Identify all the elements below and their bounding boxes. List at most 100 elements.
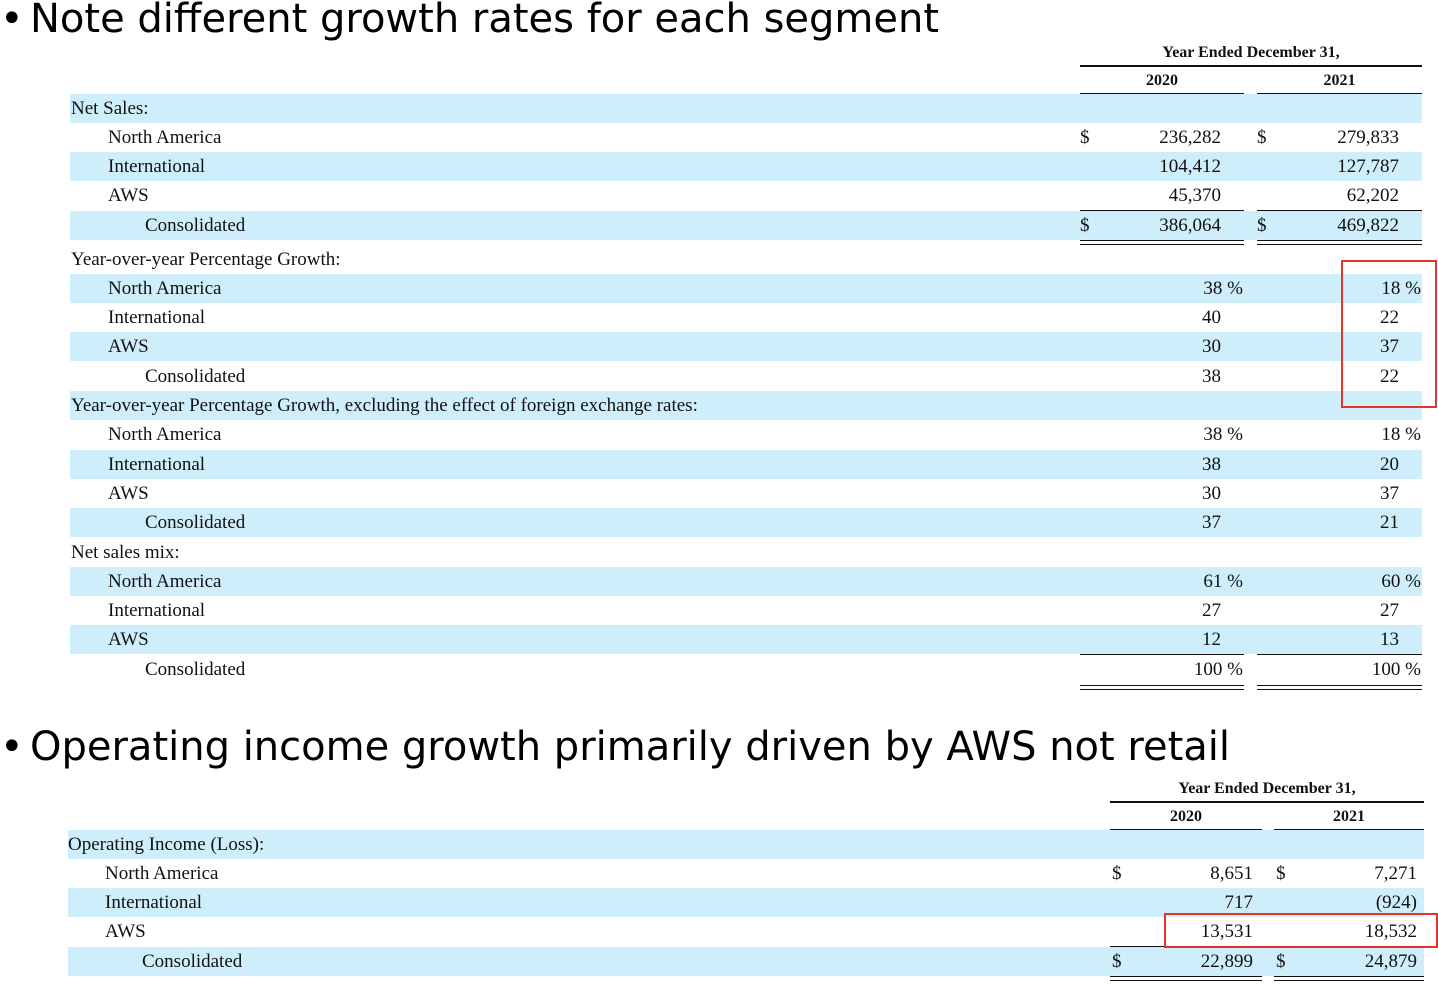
currency-symbol-2020: $ [1080, 215, 1090, 236]
table2-total-double-rule-2021 [1274, 976, 1424, 981]
value-2021: 37 [1380, 483, 1399, 504]
row-label: AWS [108, 336, 149, 357]
value-2021: 18 % [1381, 424, 1421, 445]
value-2021: 62,202 [1346, 185, 1399, 206]
table1-mix-double-rule-2021 [1257, 685, 1422, 690]
value-2020: 100 % [1193, 659, 1243, 680]
table-row: International 38 20 [70, 450, 1422, 479]
table-row: AWS 12 13 [70, 625, 1422, 654]
table1-mix-rule-2020 [1080, 654, 1244, 655]
value-2021: 21 [1380, 512, 1399, 533]
value-2021: 7,271 [1374, 863, 1417, 884]
row-label: Consolidated [145, 512, 246, 533]
value-2021: 469,822 [1337, 215, 1399, 236]
value-2020: 30 [1202, 483, 1221, 504]
row-label: International [108, 307, 206, 328]
table-row: International 40 22 [70, 303, 1422, 332]
value-2021: 24,879 [1364, 951, 1417, 972]
bullet-heading-1: • Note different growth rates for each se… [0, 0, 939, 42]
row-label: Consolidated [145, 215, 246, 236]
bullet-heading-2: • Operating income growth primarily drive… [0, 724, 1230, 770]
row-label: International [108, 454, 206, 475]
table2-year-2020: 2020 [1170, 808, 1202, 825]
value-2021: 20 [1380, 454, 1399, 475]
row-label: Net Sales: [71, 98, 149, 119]
table1-header-rule [1080, 65, 1422, 67]
bullet-marker: • [0, 724, 24, 770]
table-row: North America 38 % 18 % [70, 420, 1422, 449]
value-2020: 22,899 [1200, 951, 1253, 972]
table-row: AWS 45,370 62,202 [70, 181, 1422, 210]
row-label: North America [108, 278, 222, 299]
value-2021: 37 [1380, 336, 1399, 357]
value-2021: 100 % [1371, 659, 1421, 680]
currency-symbol-2020: $ [1080, 127, 1090, 148]
table-row: Consolidated 37 21 [70, 508, 1422, 537]
row-label: Consolidated [142, 951, 243, 972]
value-2020: 38 % [1203, 424, 1243, 445]
value-2020: 386,064 [1159, 215, 1221, 236]
table2-period-header: Year Ended December 31, [1178, 780, 1356, 797]
row-label: AWS [108, 483, 149, 504]
table-row: North America $236,282 $279,833 [70, 123, 1422, 152]
bullet-text-1: Note different growth rates for each seg… [30, 0, 940, 42]
value-2020: 45,370 [1168, 185, 1221, 206]
currency-symbol-2020: $ [1112, 951, 1122, 972]
row-label: Net sales mix: [71, 542, 180, 563]
value-2020: 38 % [1203, 278, 1243, 299]
table1-total-double-rule-2021 [1257, 240, 1422, 245]
row-label: North America [108, 571, 222, 592]
value-2021: 22 [1380, 366, 1399, 387]
row-label: AWS [105, 921, 146, 942]
currency-symbol-2021: $ [1276, 951, 1286, 972]
currency-symbol-2021: $ [1257, 215, 1267, 236]
value-2021: (924) [1375, 892, 1417, 913]
value-2020: 61 % [1203, 571, 1243, 592]
row-label: International [105, 892, 203, 913]
table-row: AWS 30 37 [70, 332, 1422, 361]
value-2020: 30 [1202, 336, 1221, 357]
value-2020: 13,531 [1200, 921, 1253, 942]
value-2021: 22 [1380, 307, 1399, 328]
row-label: AWS [108, 629, 149, 650]
table1-subtotal-rule-2021 [1257, 210, 1422, 211]
row-label: Consolidated [145, 659, 246, 680]
value-2020: 717 [1224, 892, 1254, 913]
table1-mix-rule-2021 [1257, 654, 1422, 655]
currency-symbol-2020: $ [1112, 863, 1122, 884]
table-row: AWS 30 37 [70, 479, 1422, 508]
row-label: Year-over-year Percentage Growth: [71, 249, 341, 270]
table1-mix-double-rule-2020 [1080, 685, 1244, 690]
currency-symbol-2021: $ [1276, 863, 1286, 884]
table-row: Consolidated 100 % 100 % [70, 655, 1422, 684]
value-2021: 27 [1380, 600, 1399, 621]
table2-year-2021: 2021 [1333, 808, 1365, 825]
table1-year-2020: 2020 [1146, 72, 1178, 89]
value-2020: 8,651 [1210, 863, 1253, 884]
row-label: North America [108, 424, 222, 445]
table-row: International 27 27 [70, 596, 1422, 625]
table-row: Consolidated $22,899 $24,879 [68, 947, 1424, 976]
currency-symbol-2021: $ [1257, 127, 1267, 148]
value-2021: 127,787 [1337, 156, 1399, 177]
value-2020: 40 [1202, 307, 1221, 328]
table1-subtotal-rule-2020 [1080, 210, 1244, 211]
table-row: Net Sales: [70, 94, 1422, 123]
table1-period-header: Year Ended December 31, [1162, 44, 1340, 61]
table-row: International 717 (924) [68, 888, 1424, 917]
value-2020: 12 [1202, 629, 1221, 650]
row-label: International [108, 600, 206, 621]
row-label: Year-over-year Percentage Growth, exclud… [71, 395, 698, 416]
row-label: North America [108, 127, 222, 148]
value-2020: 236,282 [1159, 127, 1221, 148]
bullet-text-2: Operating income growth primarily driven… [30, 724, 1231, 770]
value-2021: 13 [1380, 629, 1399, 650]
table1-total-double-rule-2020 [1080, 240, 1244, 245]
value-2020: 104,412 [1159, 156, 1221, 177]
row-label: Consolidated [145, 366, 246, 387]
row-label: North America [105, 863, 219, 884]
value-2021: 18,532 [1364, 921, 1417, 942]
table-row: Consolidated $386,064 $469,822 [70, 211, 1422, 240]
table-row: Year-over-year Percentage Growth, exclud… [70, 391, 1422, 420]
bullet-marker: • [0, 0, 24, 42]
